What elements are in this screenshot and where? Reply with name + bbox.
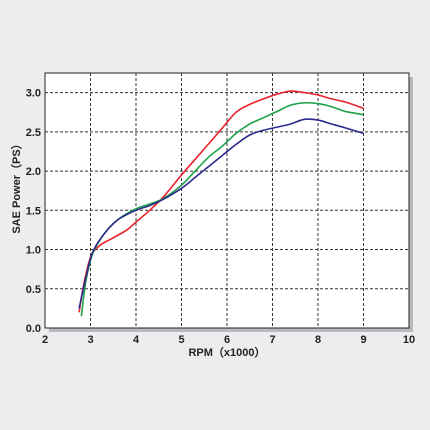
x-tick-label: 5 bbox=[178, 334, 184, 346]
x-tick-label: 9 bbox=[360, 334, 366, 346]
series-lines bbox=[78, 90, 364, 317]
series-line-1 bbox=[78, 90, 364, 313]
x-tick-label: 4 bbox=[133, 334, 140, 346]
y-tick-label: 0.5 bbox=[26, 284, 41, 296]
x-tick-label: 7 bbox=[269, 334, 275, 346]
x-tick-labels: 2 3 4 5 6 7 8 9 10 bbox=[42, 334, 415, 346]
x-tick-label: 3 bbox=[87, 334, 93, 346]
series-line-3 bbox=[78, 118, 364, 309]
y-tick-label: 1.0 bbox=[26, 245, 41, 257]
y-tick-label: 0.0 bbox=[26, 323, 41, 335]
x-axis-title: RPM（x1000） bbox=[188, 346, 265, 359]
y-tick-label: 2.0 bbox=[26, 166, 41, 178]
y-tick-label: 1.5 bbox=[26, 205, 41, 217]
y-tick-label: 3.0 bbox=[26, 88, 41, 100]
x-tick-label: 2 bbox=[42, 334, 48, 346]
y-tick-label: 2.5 bbox=[26, 127, 41, 139]
x-tick-label: 8 bbox=[315, 334, 321, 346]
x-tick-label: 6 bbox=[224, 334, 230, 346]
y-axis-title: SAE Power（PS） bbox=[10, 138, 23, 233]
y-tick-labels: 0.0 0.5 1.0 1.5 2.0 2.5 3.0 bbox=[26, 88, 41, 335]
x-tick-label: 10 bbox=[403, 334, 415, 346]
grid-lines bbox=[45, 73, 409, 328]
